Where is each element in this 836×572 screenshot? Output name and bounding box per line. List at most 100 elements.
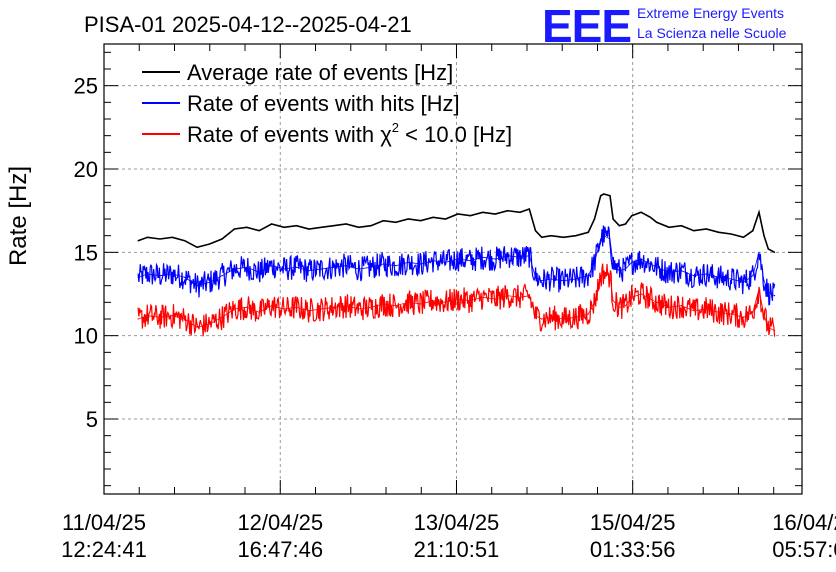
series-point-0 bbox=[258, 230, 260, 232]
series-point-2 bbox=[482, 296, 484, 298]
series-point-2 bbox=[345, 305, 347, 307]
series-point-1 bbox=[345, 265, 347, 267]
series-point-2 bbox=[603, 271, 605, 273]
legend-chi2-suffix: < 10.0 [Hz] bbox=[399, 122, 512, 147]
series-point-2 bbox=[370, 306, 372, 308]
series-point-2 bbox=[246, 306, 248, 308]
series-point-0 bbox=[624, 223, 627, 225]
series-point-1 bbox=[283, 268, 285, 270]
series-point-2 bbox=[624, 305, 627, 307]
series-point-2 bbox=[444, 301, 447, 303]
series-point-0 bbox=[609, 195, 611, 197]
series-point-0 bbox=[137, 240, 139, 242]
series-point-1 bbox=[534, 276, 537, 278]
series-point-0 bbox=[382, 220, 384, 222]
x-tick-label-time: 21:10:51 bbox=[414, 537, 500, 562]
series-point-1 bbox=[221, 275, 223, 277]
legend-chi-symbol: χ bbox=[380, 122, 392, 147]
legend-label-chi2: Rate of events with χ2 < 10.0 [Hz] bbox=[187, 120, 512, 147]
series-point-2 bbox=[258, 311, 260, 313]
eee-logo: EEE bbox=[542, 0, 631, 52]
series-point-0 bbox=[631, 215, 633, 217]
series-point-2 bbox=[494, 298, 496, 300]
series-point-1 bbox=[233, 268, 235, 270]
series-point-0 bbox=[407, 218, 409, 220]
series-point-1 bbox=[609, 238, 611, 240]
series-point-2 bbox=[541, 318, 543, 320]
y-tick-label: 15 bbox=[74, 240, 98, 265]
series-point-0 bbox=[742, 236, 745, 238]
series-point-1 bbox=[482, 256, 484, 258]
series-point-2 bbox=[528, 295, 530, 297]
series-line-1 bbox=[137, 235, 775, 297]
grid-lines bbox=[104, 44, 802, 494]
series-point-1 bbox=[295, 266, 298, 268]
series-point-0 bbox=[159, 238, 161, 240]
y-tick-labels: 5 10 15 20 25 bbox=[74, 74, 98, 432]
series-point-1 bbox=[624, 268, 627, 270]
series-point-1 bbox=[656, 266, 658, 268]
series-point-0 bbox=[519, 211, 521, 213]
series-point-1 bbox=[271, 265, 273, 267]
series-point-1 bbox=[146, 273, 149, 275]
series-point-2 bbox=[320, 308, 322, 310]
series-point-1 bbox=[730, 278, 732, 280]
series-point-1 bbox=[718, 276, 720, 278]
series-point-1 bbox=[693, 275, 695, 277]
series-point-2 bbox=[575, 316, 577, 318]
series-point-1 bbox=[171, 273, 173, 275]
series-point-1 bbox=[603, 235, 605, 237]
series-point-1 bbox=[618, 270, 620, 272]
x-tick-label-date: 12/04/25 bbox=[237, 510, 323, 535]
series-point-1 bbox=[494, 258, 496, 260]
series-point-0 bbox=[358, 226, 360, 228]
series-point-0 bbox=[196, 246, 198, 248]
series-point-2 bbox=[184, 318, 186, 320]
x-tick-label-date: 11/04/25 bbox=[62, 510, 146, 535]
x-tick-label-time: 16:47:46 bbox=[237, 537, 323, 562]
series-point-2 bbox=[209, 323, 211, 325]
series-point-2 bbox=[519, 296, 521, 298]
series-point-0 bbox=[730, 233, 732, 235]
series-point-0 bbox=[656, 221, 658, 223]
series-point-1 bbox=[680, 270, 683, 272]
legend-chi2-prefix: Rate of events with bbox=[187, 122, 380, 147]
series-point-1 bbox=[631, 261, 633, 263]
series-point-0 bbox=[233, 228, 235, 230]
series-point-2 bbox=[420, 303, 422, 305]
series-point-0 bbox=[600, 195, 602, 197]
series-point-2 bbox=[358, 308, 360, 310]
series-point-0 bbox=[308, 228, 310, 230]
series-point-1 bbox=[444, 261, 447, 263]
series-point-1 bbox=[333, 266, 335, 268]
series-point-0 bbox=[469, 215, 471, 217]
series-point-1 bbox=[541, 280, 543, 282]
series-point-2 bbox=[693, 310, 695, 312]
y-tick-label: 5 bbox=[86, 407, 98, 432]
series-point-2 bbox=[649, 298, 652, 300]
series-point-1 bbox=[209, 281, 211, 283]
y-tick-label: 25 bbox=[74, 74, 98, 99]
series-point-2 bbox=[618, 306, 620, 308]
chart-title: PISA-01 2025-04-12--2025-04-21 bbox=[84, 12, 412, 37]
series-point-2 bbox=[171, 315, 173, 317]
series-line-0 bbox=[137, 193, 775, 254]
series-point-0 bbox=[528, 208, 530, 210]
legend-label-hits: Rate of events with hits [Hz] bbox=[187, 91, 460, 116]
series-point-0 bbox=[184, 240, 186, 242]
series-point-1 bbox=[370, 266, 372, 268]
series-point-1 bbox=[550, 278, 552, 280]
series-point-1 bbox=[420, 263, 422, 265]
series-point-0 bbox=[432, 216, 434, 218]
series-point-2 bbox=[752, 311, 754, 313]
series-point-1 bbox=[519, 256, 521, 258]
series-point-0 bbox=[603, 193, 605, 195]
x-tick-label-date: 13/04/25 bbox=[414, 510, 500, 535]
legend: Average rate of events [Hz] Rate of even… bbox=[142, 60, 512, 147]
series-point-2 bbox=[507, 295, 509, 297]
x-tick-label-time: 05:57:0 bbox=[772, 537, 836, 562]
series-band-2 bbox=[137, 263, 776, 337]
series-point-1 bbox=[767, 291, 769, 293]
series-point-2 bbox=[730, 313, 732, 315]
series-point-0 bbox=[763, 235, 765, 237]
